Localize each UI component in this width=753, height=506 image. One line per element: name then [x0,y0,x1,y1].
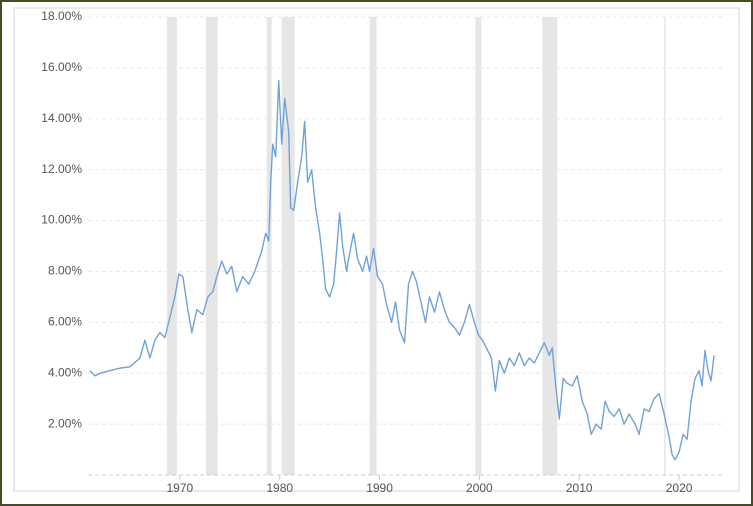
shaded-period [475,17,482,475]
inner-frame [13,7,740,492]
y-tick-label: 10.00% [41,213,82,227]
y-tick-label: 8.00% [48,264,82,278]
y-tick-label: 2.00% [48,416,82,430]
shaded-period [166,17,177,475]
y-tick-label: 14.00% [41,111,82,125]
y-tick-label: 4.00% [48,365,82,379]
y-tick-label: 12.00% [41,162,82,176]
y-tick-label: 18.00% [41,9,82,23]
line-layer [89,79,715,461]
x-tick-label: 1970 [167,481,194,495]
data-line [89,79,715,461]
y-tick-label: 6.00% [48,315,82,329]
shaded-period [542,17,558,475]
label-layer: 2.00% 4.00% 6.00% 8.00% 10.00% 12.00% 14.00% 16… [41,9,692,495]
shaded-period [205,17,218,475]
shaded-period [281,17,295,475]
x-tick-label: 2020 [666,481,693,495]
x-tick-label: 2010 [566,481,593,495]
shade-layer [166,17,666,475]
shaded-period [664,17,666,475]
y-tick-label: 16.00% [41,60,82,74]
shaded-period [266,17,272,475]
x-tick-label: 2000 [466,481,493,495]
x-tick-label: 1990 [366,481,393,495]
shaded-period [369,17,377,475]
x-tick-label: 1980 [266,481,293,495]
